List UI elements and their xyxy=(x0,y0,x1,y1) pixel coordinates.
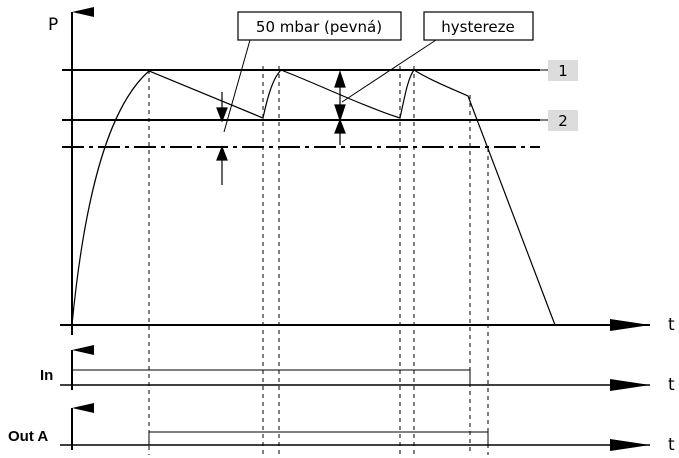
in-signal xyxy=(72,369,471,385)
time-axis-label-main: t xyxy=(668,315,675,335)
level-tag-2: 2 xyxy=(540,110,578,131)
fixed-hysteresis-dimension xyxy=(216,92,228,185)
pressure-axes xyxy=(60,7,650,335)
fixed-hysteresis-text: 50 mbar (pevná) xyxy=(256,18,382,36)
hysteresis-callout: hystereze xyxy=(341,11,534,103)
level-2-label: 2 xyxy=(558,112,568,130)
thresholds xyxy=(62,69,540,148)
pressure-curve xyxy=(71,69,556,326)
input-label: In xyxy=(40,367,53,384)
time-axis-label-in: t xyxy=(668,375,675,395)
time-axis-label-out: t xyxy=(668,435,675,455)
hysteresis-dimension xyxy=(334,70,346,145)
level-tag-1: 1 xyxy=(540,60,578,81)
fixed-hysteresis-callout: 50 mbar (pevná) xyxy=(223,11,402,133)
output-label: Out A xyxy=(8,428,48,445)
input-signal-row: In t xyxy=(40,345,675,395)
out-signal xyxy=(148,431,489,445)
level-1-label: 1 xyxy=(558,62,568,80)
output-signal-row: Out A t xyxy=(8,403,675,455)
pressure-axis-label: P xyxy=(48,15,58,35)
time-guides xyxy=(148,66,489,455)
hysteresis-text: hystereze xyxy=(441,18,514,36)
